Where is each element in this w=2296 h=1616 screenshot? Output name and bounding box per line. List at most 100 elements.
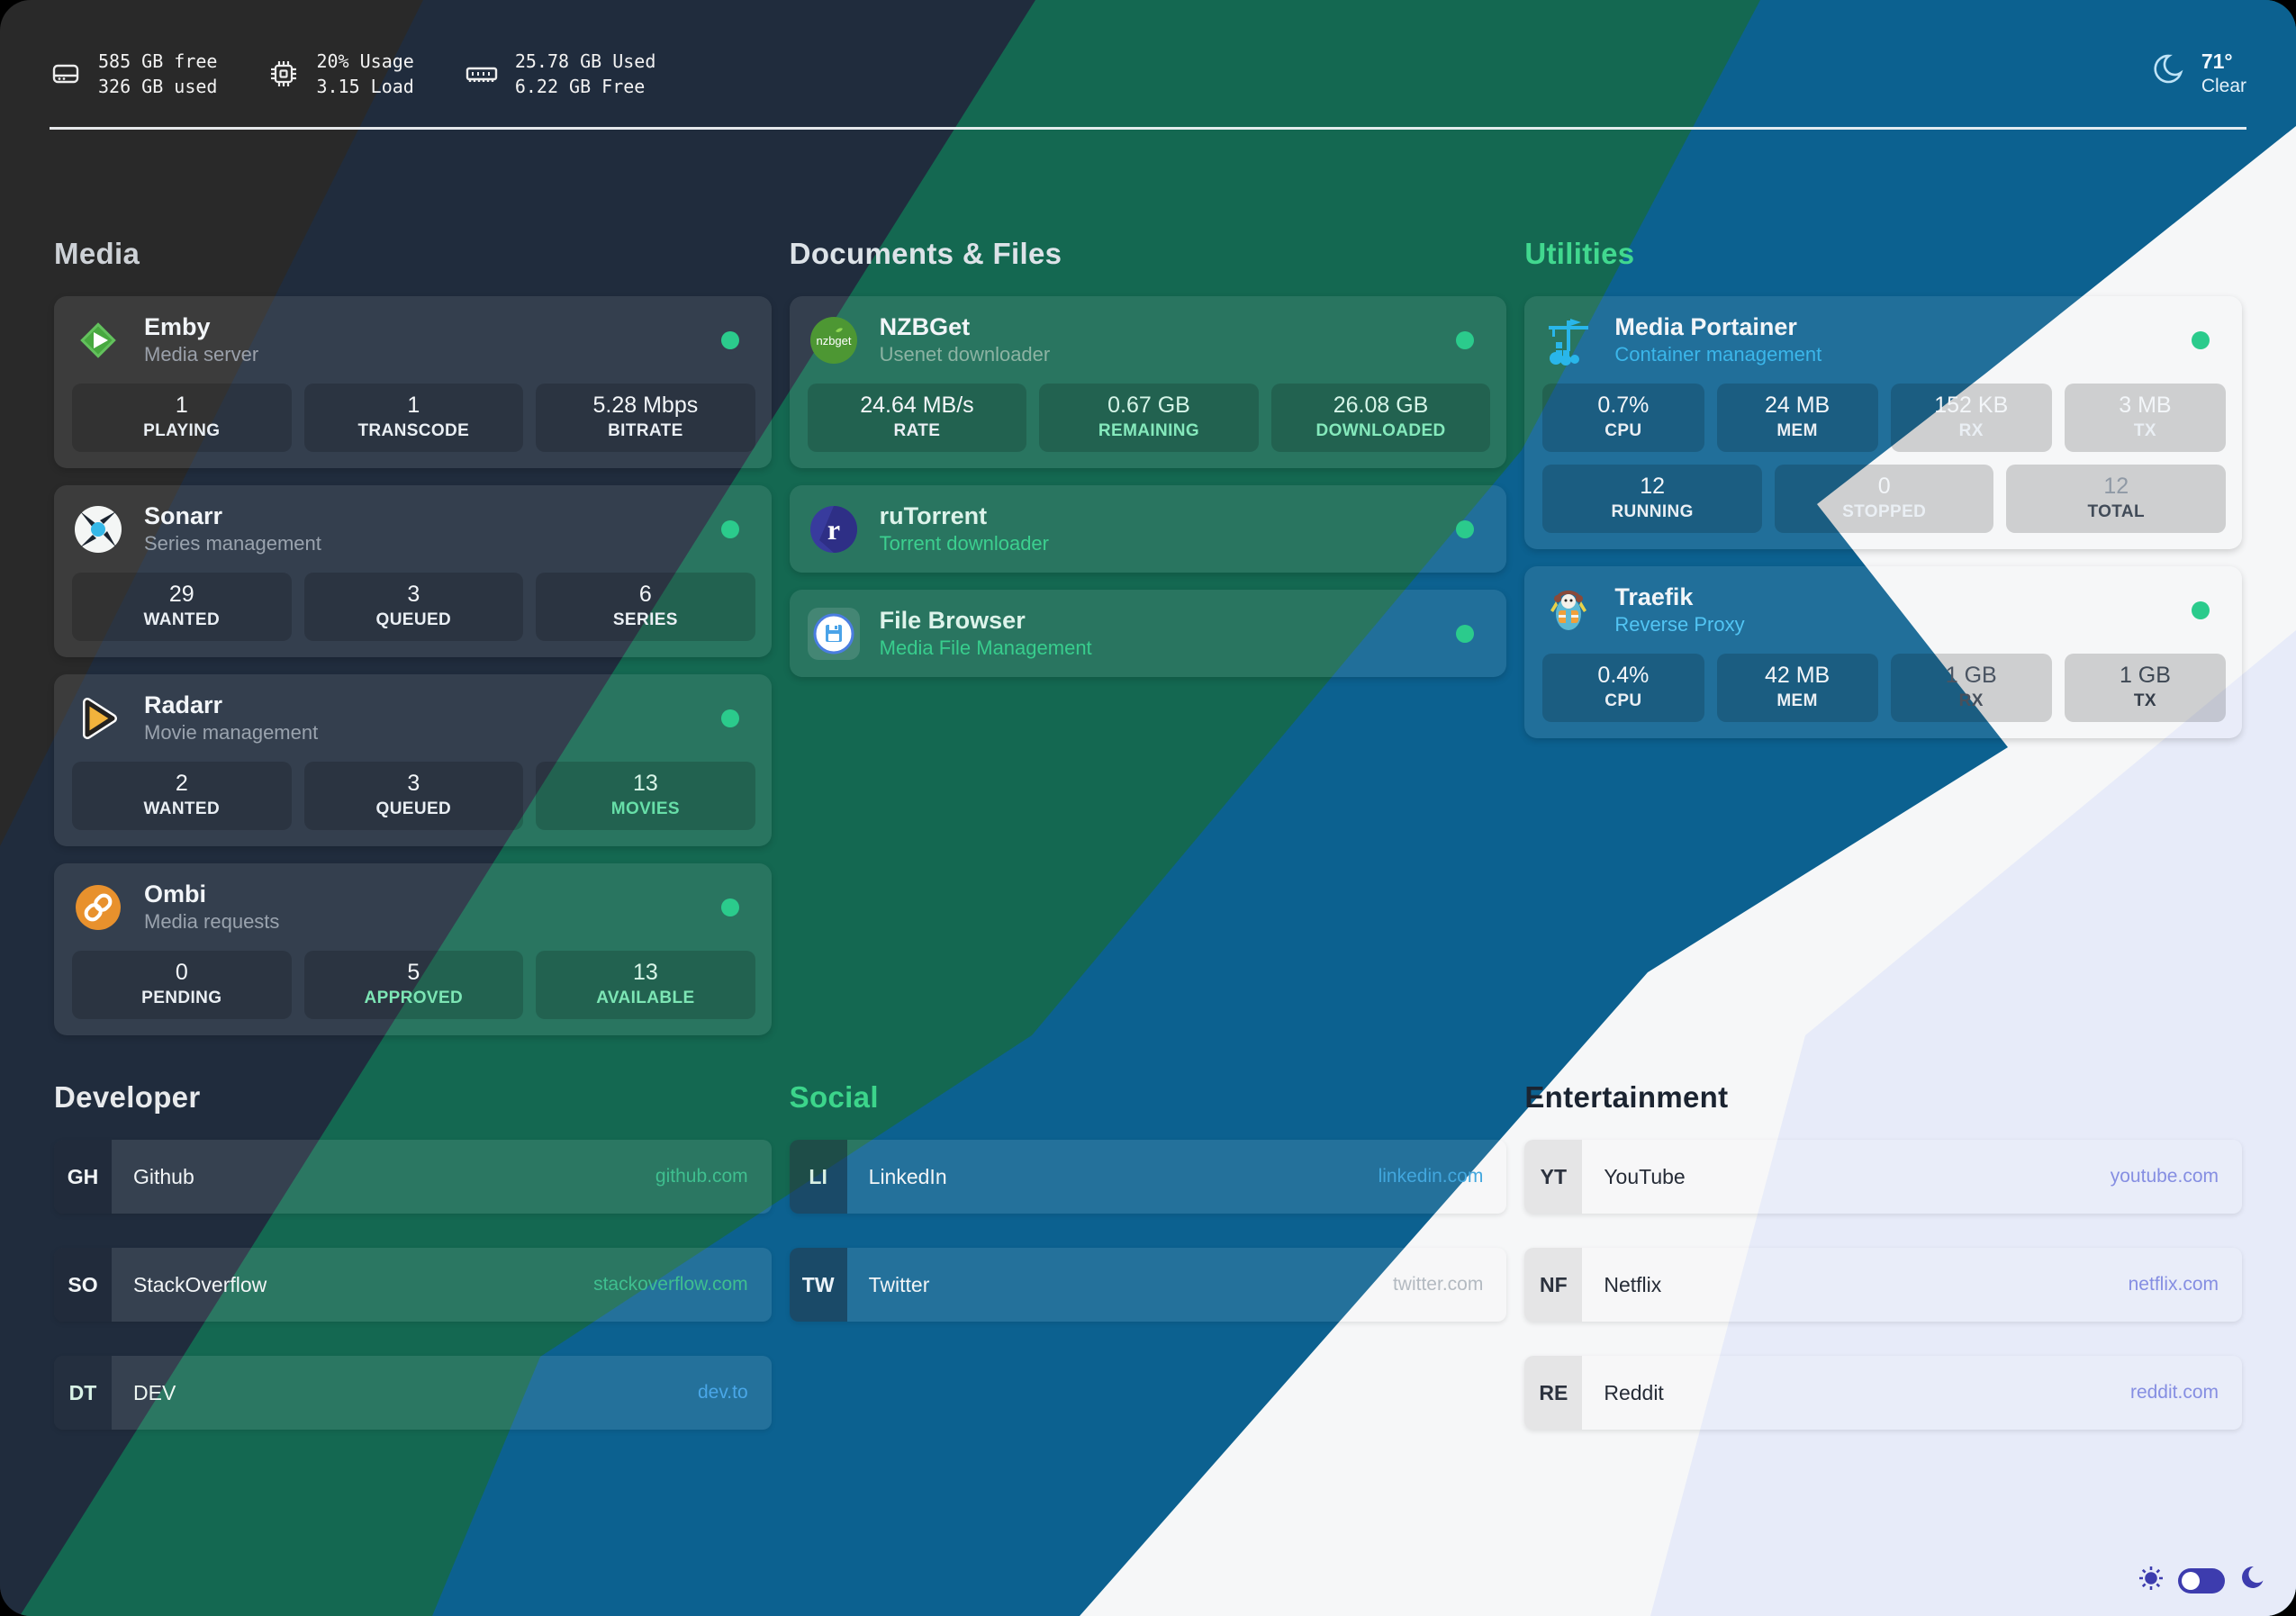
bookmark-tag: RE (1524, 1356, 1583, 1430)
radarr-icon (72, 692, 124, 745)
theme-toggle[interactable] (2178, 1567, 2225, 1593)
bookmark-netflix[interactable]: NF Netflix netflix.com (1524, 1248, 2242, 1322)
service-name: Radarr (144, 691, 223, 718)
traefik-icon (1542, 584, 1595, 636)
bookmark-reddit[interactable]: RE Reddit reddit.com (1524, 1356, 2242, 1430)
harddrive-icon (50, 58, 82, 90)
sun-icon[interactable] (2138, 1565, 2165, 1596)
stat-box: 6 SERIES (536, 573, 755, 641)
section-social: Social LI LinkedIn linkedin.com TW (789, 1080, 1507, 1430)
service-card-nzbget[interactable]: nzbget NZBGet Usenet downloader (789, 296, 1507, 468)
stat-box: 0 PENDING (72, 951, 292, 1019)
sonarr-icon (72, 503, 124, 555)
service-card-radarr[interactable]: Radarr Movie management 2 WANTED (54, 674, 772, 846)
service-name: ruTorrent (879, 502, 988, 529)
bookmark-github[interactable]: GH Github github.com (54, 1140, 772, 1214)
status-dot (1456, 519, 1475, 538)
stat-box: 0.7% CPU (1542, 384, 1704, 452)
section-title: Utilities (1524, 237, 1635, 270)
status-dot (1456, 330, 1475, 349)
service-card-emby[interactable]: Emby Media server 1 PLAYING (54, 296, 772, 468)
rutorrent-icon: r (808, 503, 860, 555)
bookmark-tag: TW (789, 1248, 847, 1322)
service-card-sonarr[interactable]: Sonarr Series management 29 WANTED (54, 485, 772, 657)
bookmark-tag: LI (789, 1140, 847, 1214)
theme-controls (2138, 1565, 2265, 1596)
bookmark-name: DEV (133, 1380, 176, 1404)
cpu-stats: 20% Usage 3.15 Load (267, 49, 414, 99)
emby-icon (72, 314, 124, 366)
section-title: Developer (54, 1080, 201, 1114)
section-utilities: Utilities (1524, 237, 2242, 1035)
stat-box: 5 APPROVED (303, 951, 524, 1019)
stat-box: 12 RUNNING (1542, 465, 1762, 533)
service-description: Movie management (144, 721, 319, 744)
stat-box: 3 QUEUED (303, 762, 524, 830)
bookmark-linkedin[interactable]: LI LinkedIn linkedin.com (789, 1140, 1507, 1214)
portainer-icon (1542, 314, 1595, 366)
stat-box: 0.67 GB REMAINING (1039, 384, 1259, 452)
nzbget-icon: nzbget (808, 314, 860, 366)
service-description: Series management (144, 532, 321, 555)
service-description: Media File Management (879, 636, 1092, 659)
service-name: Emby (144, 313, 211, 340)
stat-box: 29 WANTED (72, 573, 292, 641)
bookmark-tag: YT (1524, 1140, 1583, 1214)
bookmark-name: Netflix (1604, 1272, 1662, 1296)
moon-clear-icon (2147, 50, 2187, 97)
moon-icon[interactable] (2238, 1565, 2265, 1596)
service-card-rutorrent[interactable]: r ruTorrent Torrent downloader (789, 485, 1507, 573)
bookmark-stackoverflow[interactable]: SO StackOverflow stackoverflow.com (54, 1248, 772, 1322)
bookmark-name: Twitter (868, 1272, 930, 1296)
bookmark-name: Github (133, 1164, 194, 1188)
stat-box: 152 KB RX (1890, 384, 2052, 452)
memory-used: 25.78 GB Used (514, 50, 656, 72)
toggle-knob (2182, 1571, 2200, 1590)
stat-box: 5.28 Mbps BITRATE (536, 384, 755, 452)
bookmark-name: LinkedIn (868, 1164, 947, 1188)
weather-widget: 71° Clear (2147, 49, 2246, 99)
stat-box: 24.64 MB/s RATE (807, 384, 1027, 452)
service-name: NZBGet (879, 313, 971, 340)
stat-box: 2 WANTED (72, 762, 292, 830)
cpu-icon (267, 58, 300, 90)
status-dot (1456, 624, 1475, 643)
bookmark-twitter[interactable]: TW Twitter twitter.com (789, 1248, 1507, 1322)
stat-box: 3 MB TX (2064, 384, 2227, 452)
bookmark-tag: NF (1524, 1248, 1583, 1322)
bookmark-url: reddit.com (2129, 1382, 2219, 1403)
service-description: Media server (144, 343, 259, 366)
service-card-traefik[interactable]: Traefik Reverse Proxy 0.4% CPU (1524, 566, 2242, 738)
stat-box: 26.08 GB DOWNLOADED (1270, 384, 1491, 452)
bookmark-url: netflix.com (2128, 1274, 2219, 1295)
status-dot (720, 898, 739, 916)
service-card-ombi[interactable]: Ombi Media requests 0 PENDING (54, 863, 772, 1035)
stat-box: 24 MB MEM (1716, 384, 1878, 452)
weather-temp: 71° (2201, 49, 2233, 73)
section-title: Social (789, 1080, 879, 1114)
stat-box: 13 AVAILABLE (536, 951, 755, 1019)
bookmark-dev[interactable]: DT DEV dev.to (54, 1356, 772, 1430)
service-description: Container management (1614, 343, 1822, 366)
memory-stats: 25.78 GB Used 6.22 GB Free (465, 49, 656, 99)
service-card-portainer[interactable]: Media Portainer Container management 0.7… (1524, 296, 2242, 549)
service-name: Media Portainer (1614, 313, 1797, 340)
bookmark-url: github.com (655, 1166, 748, 1187)
stat-box: 42 MB MEM (1716, 654, 1878, 722)
status-dot (2192, 600, 2210, 619)
service-description: Reverse Proxy (1614, 613, 1745, 636)
bookmark-url: twitter.com (1392, 1274, 1484, 1295)
section-media: Media (54, 237, 772, 1035)
bookmark-tag: SO (54, 1248, 112, 1322)
bookmark-youtube[interactable]: YT YouTube youtube.com (1524, 1140, 2242, 1214)
service-card-filebrowser[interactable]: File Browser Media File Management (789, 590, 1507, 677)
stat-box: 3 QUEUED (303, 573, 524, 641)
svg-text:nzbget: nzbget (816, 334, 851, 348)
ombi-icon (72, 881, 124, 934)
cpu-load: 3.15 Load (316, 75, 414, 97)
bookmark-tag: GH (54, 1140, 112, 1214)
service-name: Traefik (1614, 583, 1694, 610)
weather-condition: Clear (2201, 75, 2246, 96)
svg-text:r: r (827, 513, 840, 546)
